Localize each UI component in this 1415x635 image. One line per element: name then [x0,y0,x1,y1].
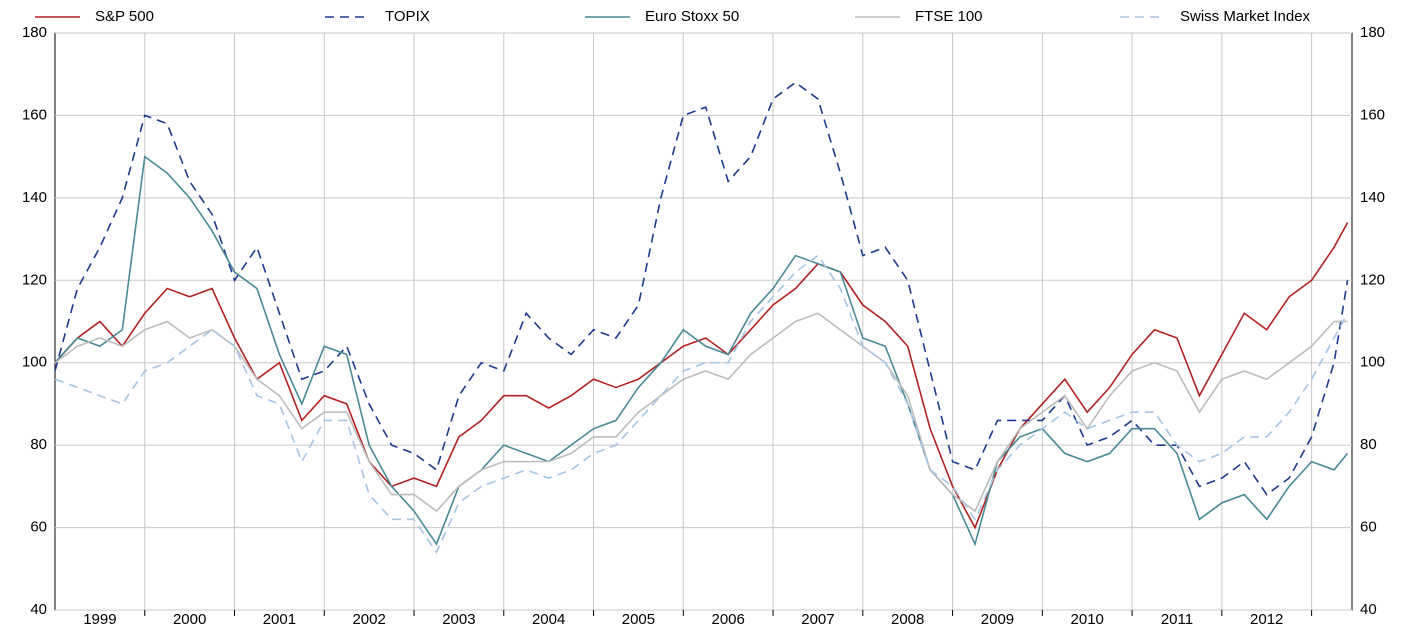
y2-tick-label: 160 [1360,106,1385,123]
y2-tick-label: 180 [1360,24,1385,41]
plot-frame [54,32,1353,611]
x-tick-label: 2003 [442,611,475,628]
x-tick-label: 2004 [532,611,565,628]
line-series [54,222,1349,530]
x-tick-label: 2010 [1071,611,1104,628]
x-tick-label: 2005 [622,611,655,628]
x-tick-label: 2007 [801,611,834,628]
x-tick-label: 1999 [83,611,116,628]
y-tick-label: 180 [22,24,47,41]
line-series [54,254,1349,554]
line-series [54,155,1349,547]
legend-label: TOPIX [385,8,430,25]
line-series [54,81,1349,496]
x-tick-label: 2002 [352,611,385,628]
legend-label: Euro Stoxx 50 [645,8,739,25]
y2-tick-label: 100 [1360,354,1385,371]
x-tick-label: 2012 [1250,611,1283,628]
line-series [54,312,1348,513]
y2-tick-label: 140 [1360,189,1385,206]
y2-tick-label: 120 [1360,271,1385,288]
x-tick-label: 2011 [1161,611,1193,628]
x-tick-label: 2006 [711,611,744,628]
legend-label: Swiss Market Index [1180,8,1311,25]
y-tick-label: 80 [30,436,47,453]
x-tick-label: 2009 [981,611,1014,628]
x-tick-label: 2001 [263,611,296,628]
x-tick-label: 2008 [891,611,924,628]
y-tick-label: 140 [22,189,47,206]
y2-tick-label: 60 [1360,519,1377,536]
y-tick-label: 60 [30,519,47,536]
legend-label: FTSE 100 [915,8,983,25]
y-tick-label: 100 [22,354,47,371]
x-tick-label: 2000 [173,611,206,628]
y2-tick-label: 80 [1360,436,1377,453]
y-tick-label: 120 [22,271,47,288]
y-tick-label: 160 [22,106,47,123]
legend-label: S&P 500 [95,8,154,25]
grid [55,32,1352,611]
y-tick-label: 40 [30,601,47,618]
y2-tick-label: 40 [1360,601,1377,618]
